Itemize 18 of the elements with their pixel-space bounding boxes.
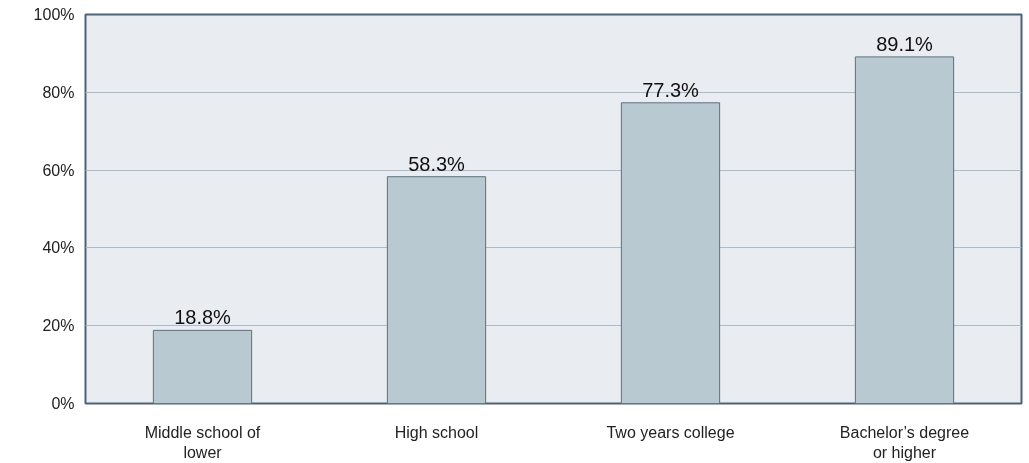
x-tick-label: Middle school of lower — [144, 423, 261, 461]
data-label: 18.8% — [174, 306, 232, 329]
data-label: 89.1% — [876, 32, 934, 55]
y-tick-label: 100% — [33, 6, 75, 23]
y-tick-label: 60% — [42, 161, 75, 179]
x-tick-label: Two years college — [606, 423, 735, 441]
bar — [386, 176, 487, 404]
bar — [152, 329, 253, 404]
bar — [854, 56, 955, 404]
x-tick-label: Bachelor’s degree or higher — [839, 423, 970, 461]
y-tick-label: 40% — [42, 239, 75, 257]
bar — [620, 102, 721, 404]
y-tick-label: 80% — [42, 83, 75, 101]
y-tick-label: 20% — [42, 317, 75, 335]
x-tick-label: High school — [394, 423, 479, 441]
y-tick-label: 0% — [51, 395, 75, 412]
data-label: 77.3% — [642, 78, 700, 101]
data-label: 58.3% — [408, 152, 466, 175]
